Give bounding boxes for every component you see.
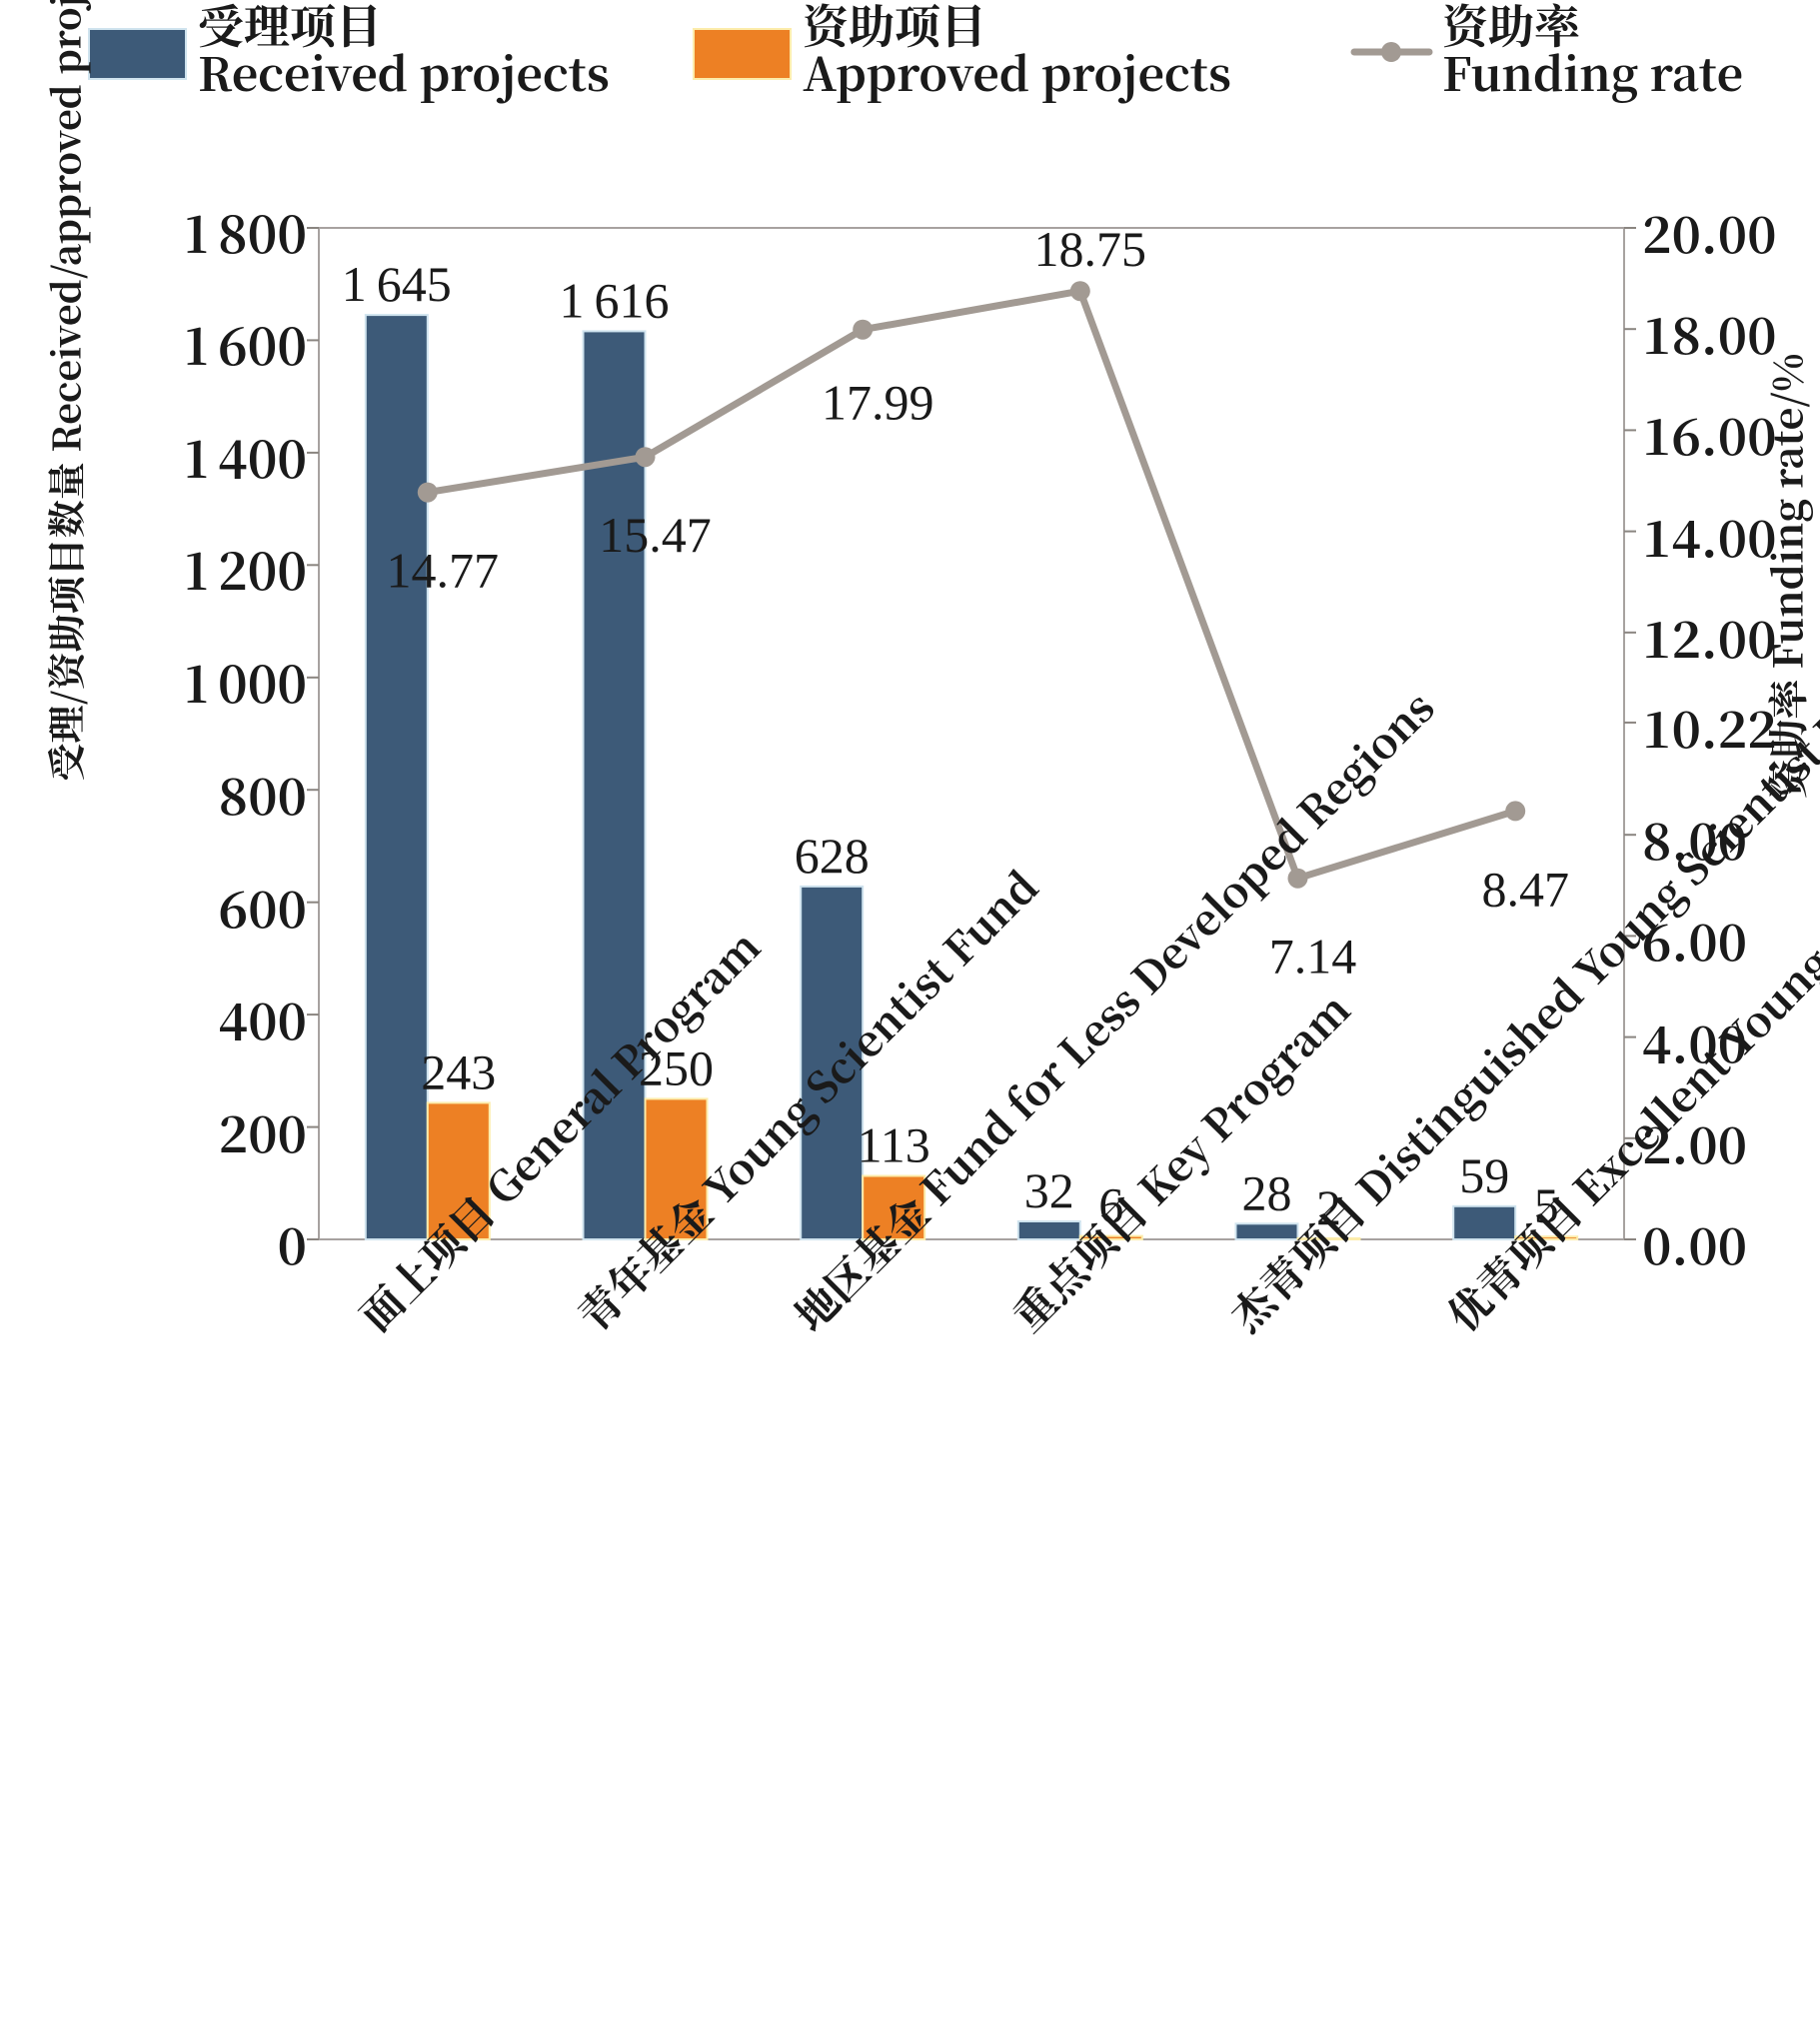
svg-text:1 645: 1 645 bbox=[342, 256, 452, 312]
svg-text:14.77: 14.77 bbox=[387, 543, 500, 599]
svg-text:28: 28 bbox=[1242, 1164, 1292, 1220]
svg-text:8.47: 8.47 bbox=[1481, 861, 1569, 917]
svg-text:32: 32 bbox=[1024, 1162, 1074, 1218]
svg-text:15.47: 15.47 bbox=[599, 507, 712, 563]
svg-text:7.14: 7.14 bbox=[1269, 929, 1357, 985]
svg-text:243: 243 bbox=[421, 1043, 496, 1099]
svg-text:17.99: 17.99 bbox=[822, 375, 934, 431]
svg-text:628: 628 bbox=[795, 828, 870, 884]
svg-text:1 616: 1 616 bbox=[559, 272, 669, 328]
svg-text:18.75: 18.75 bbox=[1034, 221, 1147, 277]
svg-text:59: 59 bbox=[1459, 1147, 1509, 1203]
